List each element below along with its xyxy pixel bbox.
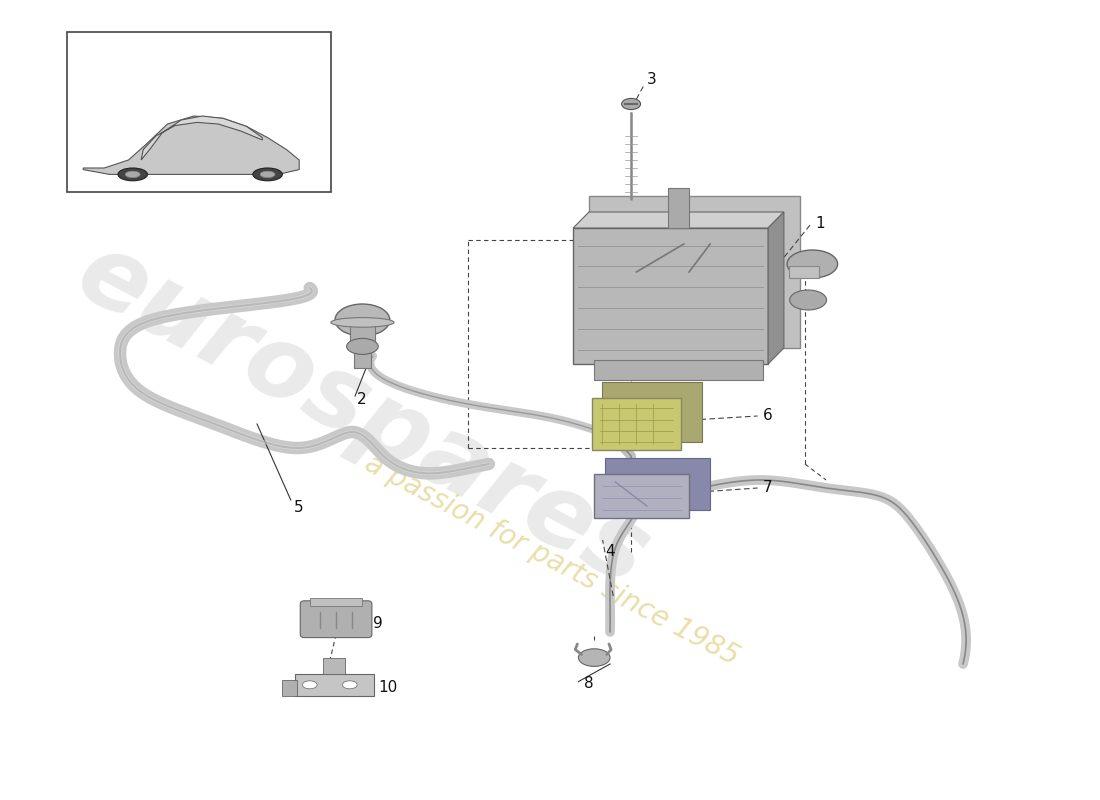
Bar <box>789 266 818 278</box>
Bar <box>350 320 375 344</box>
Ellipse shape <box>790 290 826 310</box>
PathPatch shape <box>573 212 784 228</box>
Bar <box>602 382 702 442</box>
Text: 8: 8 <box>584 676 593 691</box>
Ellipse shape <box>118 168 147 181</box>
Ellipse shape <box>346 338 378 354</box>
Bar <box>310 598 362 606</box>
PathPatch shape <box>768 212 784 364</box>
Text: 3: 3 <box>647 72 657 87</box>
Text: 2: 2 <box>358 392 366 407</box>
Bar <box>323 658 344 674</box>
Bar <box>588 196 800 348</box>
Bar <box>573 228 768 364</box>
Text: 6: 6 <box>762 408 772 423</box>
Ellipse shape <box>788 250 837 278</box>
Text: 5: 5 <box>294 500 304 515</box>
Bar <box>295 674 374 696</box>
Ellipse shape <box>342 681 358 689</box>
Text: a passion for parts since 1985: a passion for parts since 1985 <box>361 449 744 671</box>
Bar <box>283 680 297 696</box>
Ellipse shape <box>336 304 389 336</box>
Bar <box>67 32 331 192</box>
Bar <box>594 474 689 518</box>
Bar <box>668 188 689 228</box>
Ellipse shape <box>331 318 394 327</box>
PathPatch shape <box>141 116 262 160</box>
Bar <box>594 360 762 380</box>
Ellipse shape <box>125 171 140 178</box>
PathPatch shape <box>84 116 299 174</box>
Text: 10: 10 <box>378 680 397 695</box>
Bar <box>605 458 711 510</box>
Ellipse shape <box>253 168 283 181</box>
Text: 7: 7 <box>762 480 772 495</box>
Ellipse shape <box>261 171 275 178</box>
Text: 9: 9 <box>373 616 383 631</box>
Bar <box>592 398 681 450</box>
FancyBboxPatch shape <box>300 601 372 638</box>
Text: eurospares: eurospares <box>60 225 664 607</box>
Text: 4: 4 <box>605 544 615 559</box>
Ellipse shape <box>302 681 317 689</box>
Bar <box>354 346 371 368</box>
Ellipse shape <box>621 98 640 110</box>
Ellipse shape <box>579 649 610 666</box>
Text: 1: 1 <box>815 216 825 231</box>
